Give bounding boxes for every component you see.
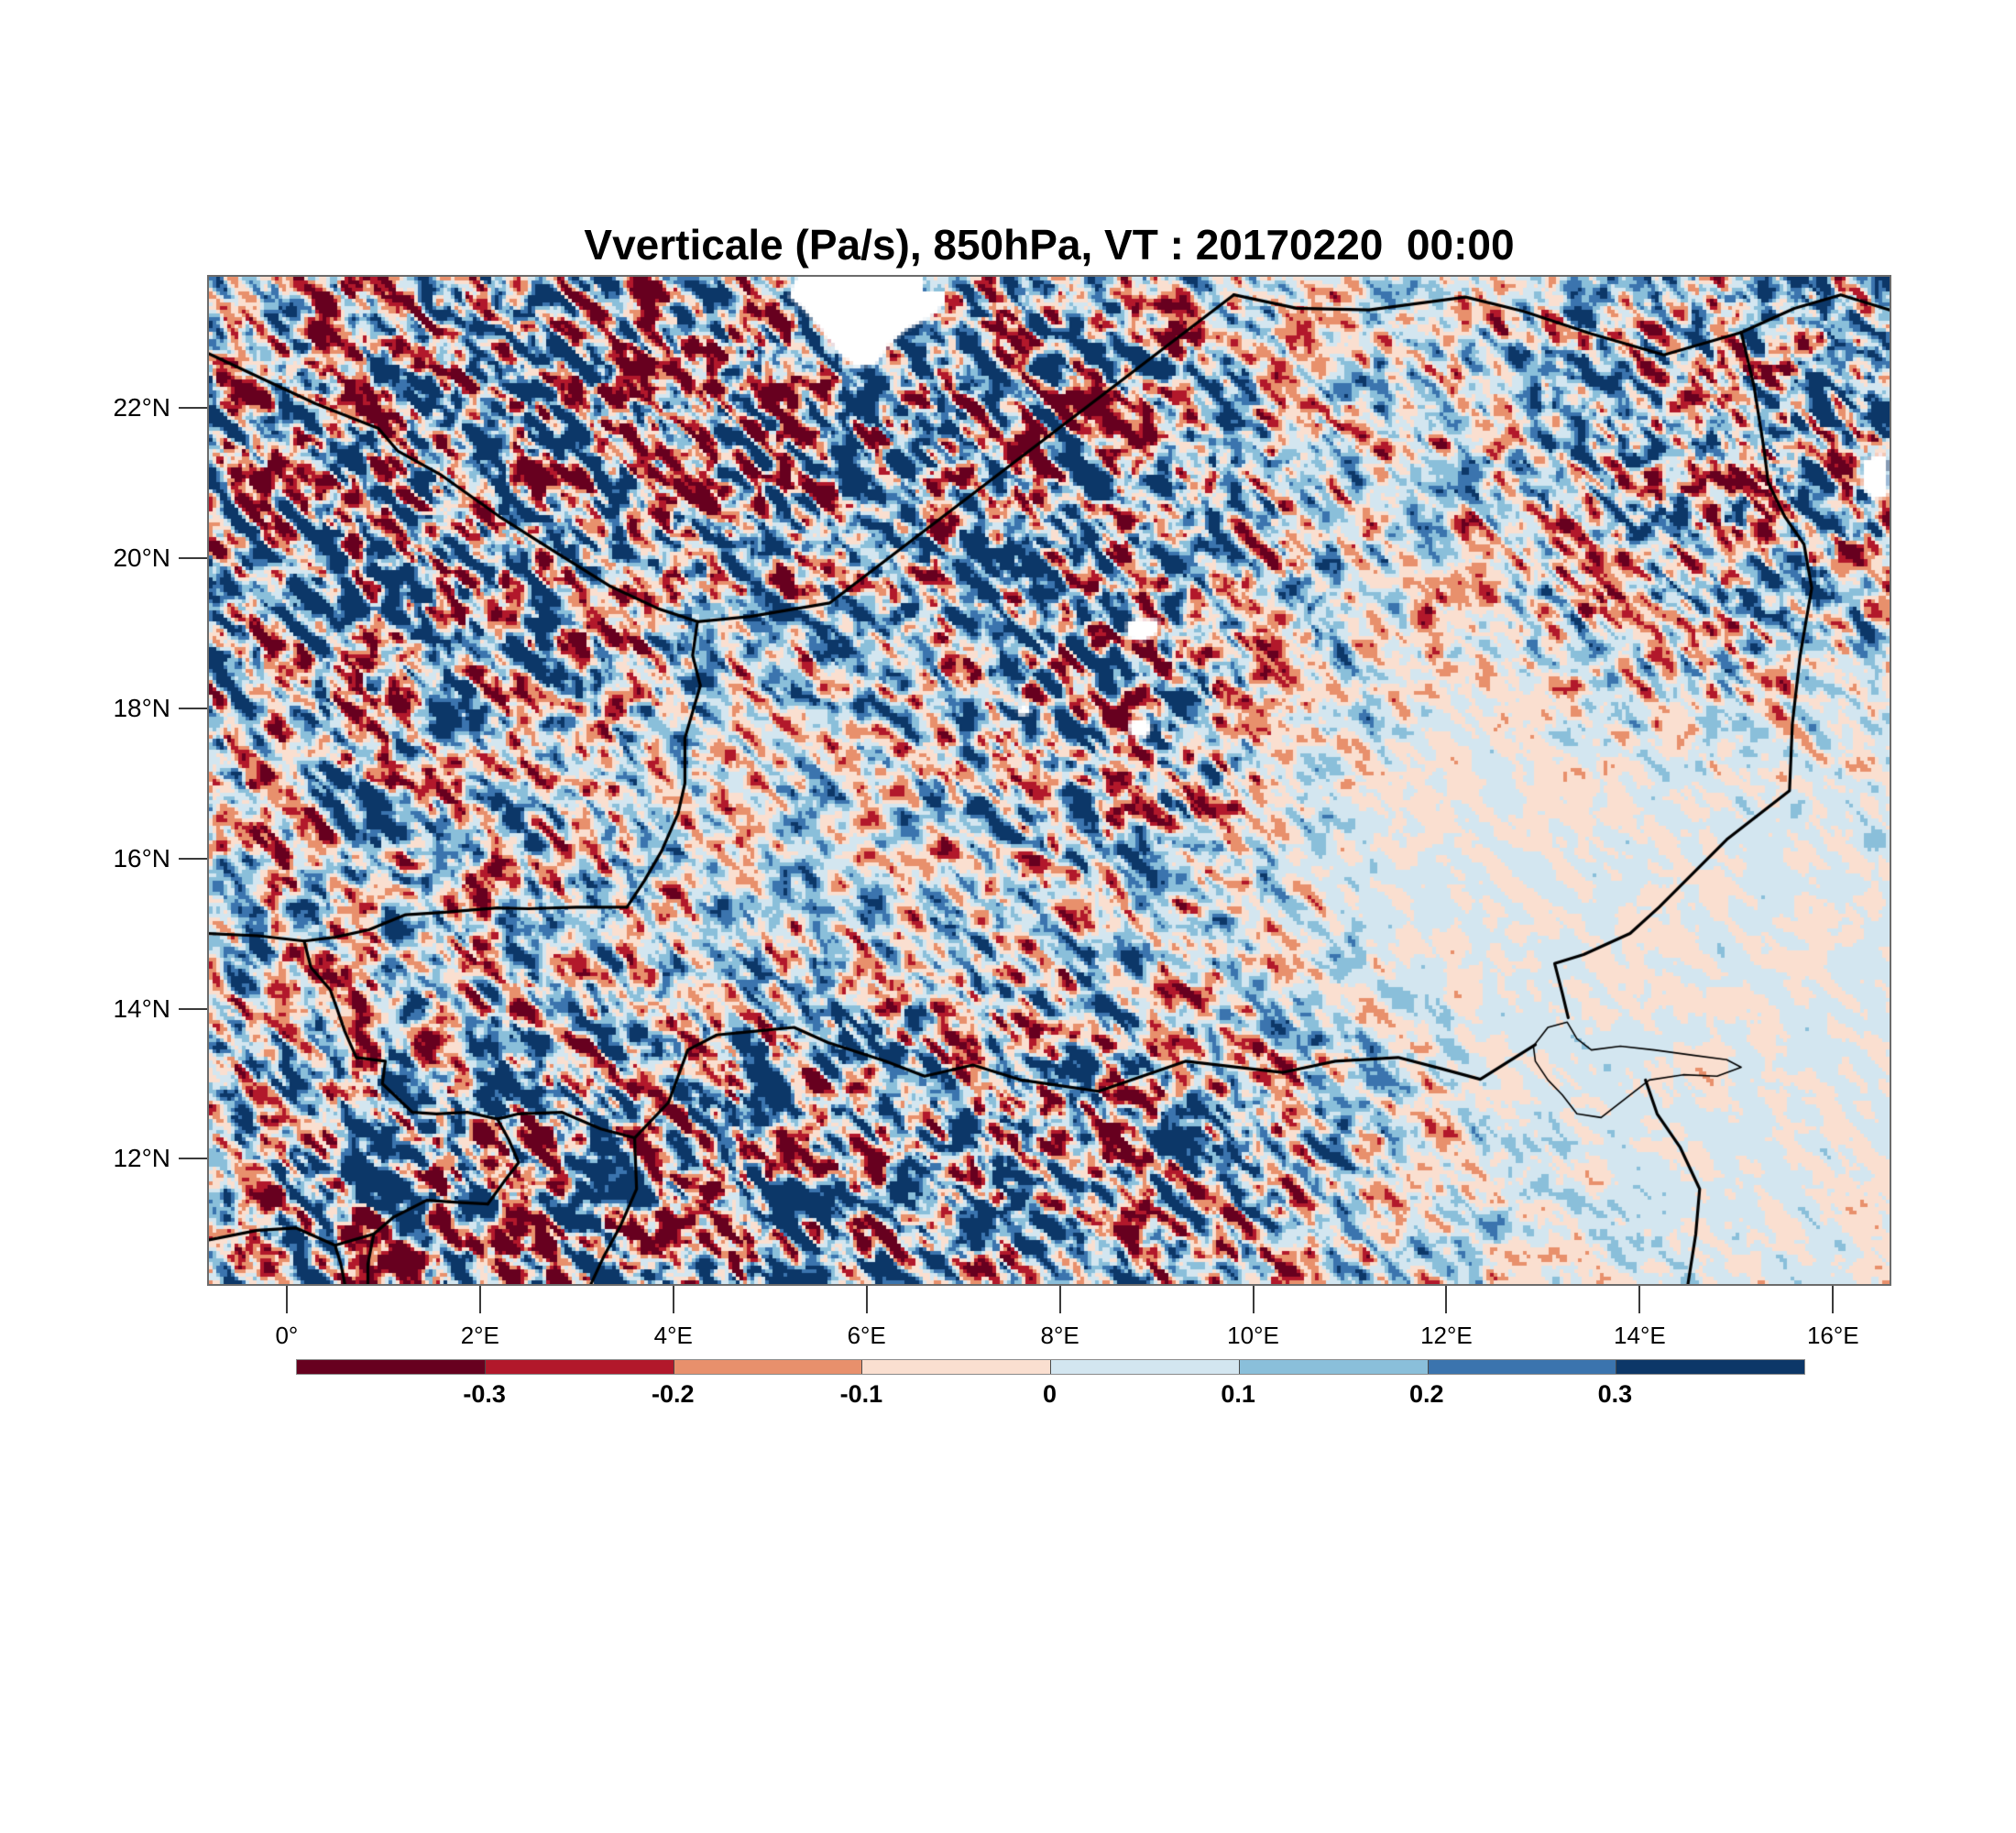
- colorbar-level-label: -0.2: [651, 1380, 695, 1408]
- x-tick-label: 4°E: [653, 1322, 693, 1349]
- x-tick-label: 0°: [275, 1322, 299, 1349]
- colorbar-level-label: 0.2: [1408, 1380, 1444, 1408]
- x-tick-mark: [1832, 1286, 1835, 1313]
- colorbar-level-label: 0.3: [1597, 1380, 1633, 1408]
- plot-title: Vverticale (Pa/s), 850hPa, VT : 20170220…: [584, 221, 1515, 269]
- x-tick-mark: [1445, 1286, 1448, 1313]
- x-tick-mark: [672, 1286, 674, 1313]
- colorbar-level-label: -0.3: [463, 1380, 506, 1408]
- x-tick-label: 10°E: [1227, 1322, 1279, 1349]
- y-tick-mark: [179, 406, 207, 409]
- x-tick-label: 12°E: [1420, 1322, 1473, 1349]
- x-tick-label: 8°E: [1040, 1322, 1079, 1349]
- contour-field-canvas: [209, 277, 1890, 1284]
- colorbar-level-label: 0: [1042, 1380, 1057, 1408]
- colorbar-segment: [1238, 1360, 1428, 1374]
- colorbar-segment: [673, 1360, 862, 1374]
- x-tick-label: 6°E: [847, 1322, 886, 1349]
- colorbar: [296, 1359, 1805, 1375]
- x-tick-mark: [1058, 1286, 1061, 1313]
- x-tick-mark: [1638, 1286, 1641, 1313]
- colorbar-segment: [1427, 1360, 1616, 1374]
- map-plot-area: [207, 275, 1891, 1286]
- x-tick-mark: [1252, 1286, 1255, 1313]
- y-tick-mark: [179, 556, 207, 559]
- x-tick-label: 16°E: [1806, 1322, 1859, 1349]
- y-tick-label: 16°N: [113, 843, 170, 873]
- x-tick-label: 2°E: [460, 1322, 499, 1349]
- y-tick-label: 14°N: [113, 993, 170, 1023]
- colorbar-segment: [861, 1360, 1050, 1374]
- x-tick-mark: [285, 1286, 288, 1313]
- colorbar-segment: [1050, 1360, 1239, 1374]
- x-tick-mark: [865, 1286, 868, 1313]
- colorbar-segment: [484, 1360, 674, 1374]
- colorbar-segment: [1616, 1360, 1804, 1374]
- y-tick-mark: [179, 857, 207, 860]
- y-tick-label: 22°N: [113, 392, 170, 422]
- y-tick-label: 20°N: [113, 543, 170, 572]
- y-tick-mark: [179, 1007, 207, 1010]
- y-tick-label: 12°N: [113, 1144, 170, 1173]
- y-tick-label: 18°N: [113, 693, 170, 722]
- y-tick-mark: [179, 707, 207, 709]
- x-tick-label: 14°E: [1614, 1322, 1666, 1349]
- colorbar-level-label: 0.1: [1221, 1380, 1255, 1408]
- x-tick-mark: [478, 1286, 481, 1313]
- colorbar-segment: [297, 1360, 485, 1374]
- colorbar-level-label: -0.1: [839, 1380, 883, 1408]
- y-tick-mark: [179, 1158, 207, 1160]
